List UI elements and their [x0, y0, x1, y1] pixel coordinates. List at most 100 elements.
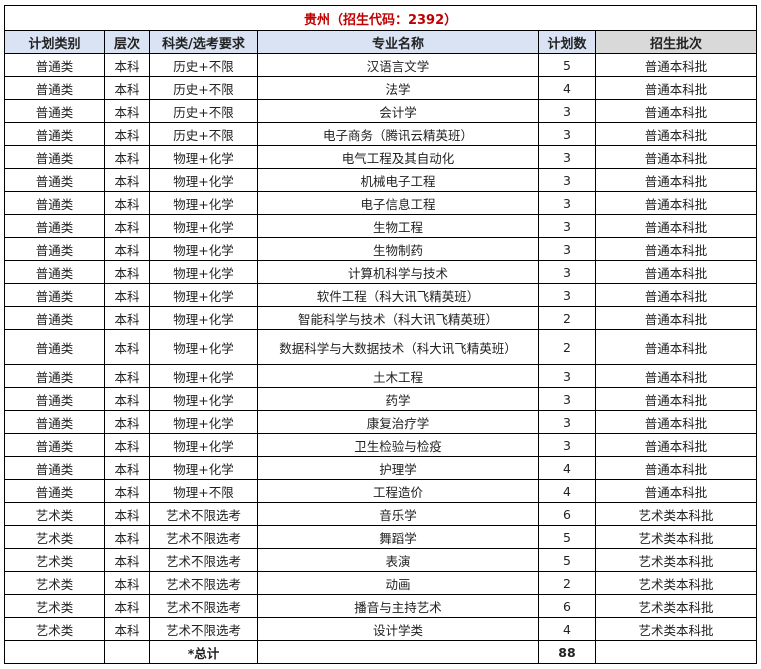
cell-plan-count: 4: [538, 76, 596, 100]
cell-subject-req: 物理+化学: [149, 306, 258, 330]
total-label: *总计: [149, 640, 258, 664]
cell-batch: 普通本科批: [594, 306, 758, 330]
cell-plan-type: 艺术类: [4, 594, 105, 618]
cell-subject-req: 物理+不限: [149, 479, 258, 503]
header-batch: 招生批次: [594, 30, 758, 54]
cell-plan-type: 普通类: [4, 410, 105, 434]
cell-plan-type: 普通类: [4, 145, 105, 169]
cell-batch: 普通本科批: [594, 214, 758, 238]
table-row: 普通类 本科 物理+化学 护理学 4 普通本科批: [4, 456, 758, 480]
cell-plan-count: 2: [538, 329, 596, 365]
cell-major: 计算机科学与技术: [257, 260, 539, 284]
cell-plan-type: 艺术类: [4, 617, 105, 641]
cell-plan-count: 3: [538, 260, 596, 284]
cell-batch: 普通本科批: [594, 456, 758, 480]
table-row: 艺术类 本科 艺术不限选考 音乐学 6 艺术类本科批: [4, 502, 758, 526]
table-row: 艺术类 本科 艺术不限选考 动画 2 艺术类本科批: [4, 571, 758, 595]
table-row: 艺术类 本科 艺术不限选考 舞蹈学 5 艺术类本科批: [4, 525, 758, 549]
cell-plan-count: 6: [538, 502, 596, 526]
cell-batch: 普通本科批: [594, 237, 758, 261]
cell-plan-count: 3: [538, 214, 596, 238]
table-row: 普通类 本科 物理+化学 生物制药 3 普通本科批: [4, 237, 758, 261]
cell-level: 本科: [104, 548, 150, 572]
cell-major: 工程造价: [257, 479, 539, 503]
table-row: 普通类 本科 历史+不限 会计学 3 普通本科批: [4, 99, 758, 123]
cell-level: 本科: [104, 283, 150, 307]
table-row: 普通类 本科 物理+化学 软件工程（科大讯飞精英班） 3 普通本科批: [4, 283, 758, 307]
table-row: 艺术类 本科 艺术不限选考 设计学类 4 艺术类本科批: [4, 617, 758, 641]
cell-plan-type: 艺术类: [4, 548, 105, 572]
cell-plan-type: 艺术类: [4, 571, 105, 595]
header-plan-count: 计划数: [538, 30, 596, 54]
cell-plan-count: 3: [538, 410, 596, 434]
cell-subject-req: 物理+化学: [149, 191, 258, 215]
table-row: 普通类 本科 物理+化学 土木工程 3 普通本科批: [4, 364, 758, 388]
cell-subject-req: 历史+不限: [149, 76, 258, 100]
cell-plan-type: 普通类: [4, 122, 105, 146]
cell-level: 本科: [104, 329, 150, 365]
admission-plan-table: 贵州（招生代码：2392） 计划类别 层次 科类/选考要求 专业名称 计划数 招…: [3, 5, 758, 664]
cell-batch: 普通本科批: [594, 283, 758, 307]
cell-batch: 普通本科批: [594, 53, 758, 77]
cell-plan-count: 2: [538, 571, 596, 595]
total-value: 88: [538, 640, 596, 664]
cell-subject-req: 物理+化学: [149, 456, 258, 480]
cell-plan-type: 普通类: [4, 168, 105, 192]
cell-plan-type: 普通类: [4, 306, 105, 330]
table-row: 普通类 本科 物理+化学 电子信息工程 3 普通本科批: [4, 191, 758, 215]
cell-batch: 普通本科批: [594, 387, 758, 411]
cell-subject-req: 物理+化学: [149, 329, 258, 365]
cell-major: 电气工程及其自动化: [257, 145, 539, 169]
cell-level: 本科: [104, 214, 150, 238]
cell-batch: 艺术类本科批: [594, 617, 758, 641]
cell-subject-req: 艺术不限选考: [149, 502, 258, 526]
cell-major: 生物制药: [257, 237, 539, 261]
cell-level: 本科: [104, 237, 150, 261]
table-row: 普通类 本科 物理+不限 工程造价 4 普通本科批: [4, 479, 758, 503]
cell-major: 动画: [257, 571, 539, 595]
cell-subject-req: 物理+化学: [149, 364, 258, 388]
cell-level: 本科: [104, 364, 150, 388]
table-row: 普通类 本科 物理+化学 康复治疗学 3 普通本科批: [4, 410, 758, 434]
table-row: 普通类 本科 物理+化学 电气工程及其自动化 3 普通本科批: [4, 145, 758, 169]
cell-plan-type: 普通类: [4, 53, 105, 77]
cell-subject-req: 物理+化学: [149, 283, 258, 307]
cell-plan-type: 普通类: [4, 76, 105, 100]
cell-major: 电子商务（腾讯云精英班）: [257, 122, 539, 146]
cell-plan-type: 普通类: [4, 387, 105, 411]
header-major: 专业名称: [257, 30, 539, 54]
cell-plan-count: 6: [538, 594, 596, 618]
cell-plan-count: 3: [538, 433, 596, 457]
cell-plan-count: 5: [538, 548, 596, 572]
cell-level: 本科: [104, 387, 150, 411]
cell-major: 设计学类: [257, 617, 539, 641]
cell-plan-type: 普通类: [4, 479, 105, 503]
cell-level: 本科: [104, 76, 150, 100]
cell-empty: [257, 640, 539, 664]
cell-major: 机械电子工程: [257, 168, 539, 192]
cell-plan-type: 普通类: [4, 283, 105, 307]
total-row: *总计 88: [4, 640, 758, 664]
cell-batch: 普通本科批: [594, 260, 758, 284]
cell-level: 本科: [104, 306, 150, 330]
cell-batch: 普通本科批: [594, 479, 758, 503]
cell-level: 本科: [104, 525, 150, 549]
cell-plan-count: 5: [538, 525, 596, 549]
cell-plan-type: 普通类: [4, 433, 105, 457]
cell-batch: 普通本科批: [594, 329, 758, 365]
header-plan-type: 计划类别: [4, 30, 105, 54]
table-row: 艺术类 本科 艺术不限选考 播音与主持艺术 6 艺术类本科批: [4, 594, 758, 618]
cell-plan-type: 普通类: [4, 237, 105, 261]
table-row: 普通类 本科 历史+不限 电子商务（腾讯云精英班） 3 普通本科批: [4, 122, 758, 146]
cell-plan-type: 普通类: [4, 260, 105, 284]
cell-plan-count: 3: [538, 237, 596, 261]
cell-subject-req: 物理+化学: [149, 168, 258, 192]
cell-major: 播音与主持艺术: [257, 594, 539, 618]
cell-level: 本科: [104, 145, 150, 169]
cell-subject-req: 物理+化学: [149, 410, 258, 434]
cell-plan-count: 3: [538, 145, 596, 169]
cell-level: 本科: [104, 122, 150, 146]
cell-empty: [594, 640, 758, 664]
cell-level: 本科: [104, 594, 150, 618]
cell-plan-type: 普通类: [4, 364, 105, 388]
